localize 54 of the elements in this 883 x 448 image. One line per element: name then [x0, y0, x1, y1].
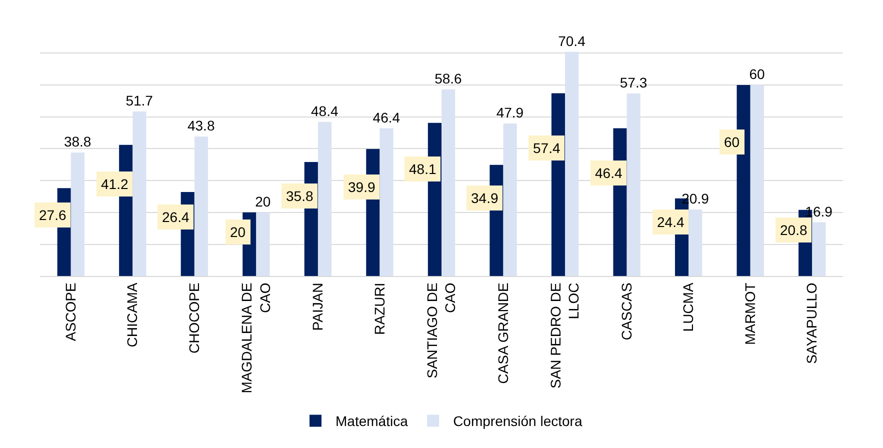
data-label: 58.6	[434, 70, 462, 86]
bar	[70, 152, 84, 276]
data-label: 27.6	[39, 207, 66, 223]
x-tick-label: CASA GRANDE	[494, 282, 511, 384]
data-label: 48.1	[409, 161, 436, 177]
x-tick-label: CASCAS	[618, 282, 634, 340]
data-label: 39.9	[348, 179, 376, 195]
x-tick-label: CHICAMA	[124, 282, 140, 348]
x-tick-label: CHOCOPE	[186, 282, 202, 354]
x-tick-label: SAYAPULLO	[804, 282, 820, 364]
data-label: 38.8	[64, 133, 92, 150]
data-label: 46.4	[595, 165, 622, 181]
data-label: 16.9	[805, 203, 833, 220]
x-tick-label: SAN PEDRO DE LLOC	[547, 282, 582, 389]
data-label: 46.4	[372, 109, 400, 126]
data-label: 57.3	[620, 74, 648, 91]
x-tick-label: MAGDALENA DE CAO	[238, 282, 273, 394]
data-label: 48.4	[311, 102, 338, 119]
data-label: 41.2	[101, 176, 128, 192]
x-tick-label: LUCMA	[680, 282, 696, 332]
data-label: 20	[255, 193, 271, 210]
data-label: 60	[724, 134, 740, 150]
data-label: 35.8	[286, 188, 314, 204]
data-label: 51.7	[126, 92, 154, 108]
bar	[318, 122, 332, 276]
bar	[688, 210, 702, 276]
data-label: 57.4	[533, 140, 560, 156]
data-label: 60	[749, 66, 766, 82]
data-label: 26.4	[162, 209, 190, 225]
x-tick-label: PAIJAN	[310, 282, 326, 331]
bar	[132, 111, 146, 276]
bar	[812, 222, 826, 276]
data-label: 20.9	[682, 190, 710, 207]
bar	[442, 89, 456, 276]
data-label: 47.9	[496, 104, 524, 120]
bar	[626, 94, 640, 276]
data-label: 20.8	[780, 222, 808, 238]
x-tick-label: RAZURI	[371, 282, 388, 335]
x-tick-label: SANTIAGO DE CAO	[424, 282, 458, 378]
data-label: 24.4	[657, 214, 684, 230]
data-label: 43.8	[187, 118, 215, 134]
data-label: 70.4	[558, 32, 586, 49]
bar	[750, 84, 764, 276]
bar	[503, 124, 517, 276]
bar	[256, 212, 270, 276]
bar	[194, 136, 208, 276]
data-label: 34.9	[471, 190, 498, 206]
legend-label: Comprensión lectora	[453, 413, 582, 430]
legend-label: Matemática	[336, 413, 408, 430]
data-label: 20	[230, 224, 246, 240]
bar	[380, 128, 394, 276]
x-tick-label: MARMOT	[742, 282, 758, 345]
bar	[565, 52, 579, 276]
x-tick-label: ASCOPE	[62, 282, 78, 342]
